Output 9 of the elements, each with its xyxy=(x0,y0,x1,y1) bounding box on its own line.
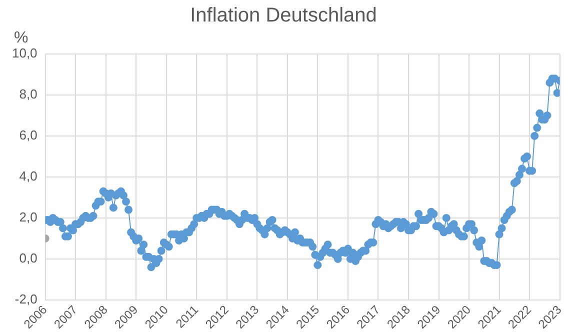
y-tick-label: 2,0 xyxy=(19,210,38,225)
chart-title: Inflation Deutschland xyxy=(190,4,377,27)
y-tick-label: 8,0 xyxy=(19,86,38,102)
y-tick-label: 10,0 xyxy=(12,46,38,61)
y-tick-label: 0,0 xyxy=(19,250,38,266)
y-tick-label: 6,0 xyxy=(19,128,38,143)
y-axis-title: % xyxy=(14,29,28,46)
y-tick-label: 4,0 xyxy=(19,168,38,184)
y-tick-label: -2,0 xyxy=(14,292,38,307)
